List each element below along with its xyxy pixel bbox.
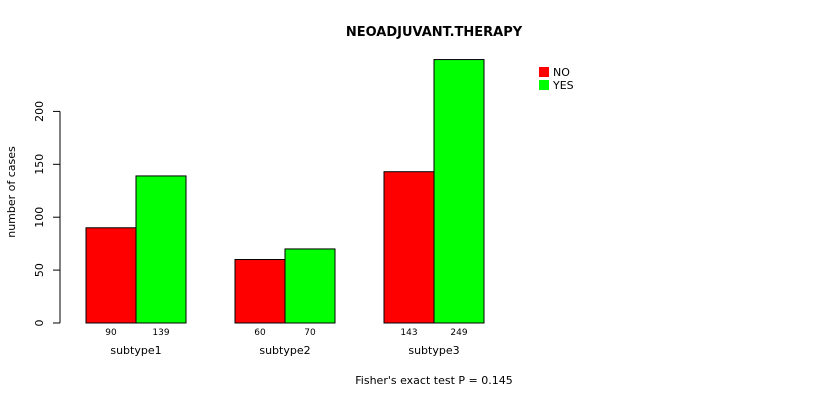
bar-group-subtype2: 60 70 subtype2: [234, 248, 336, 357]
legend-label-no: NO: [553, 66, 570, 79]
bar-group-subtype3: 143 249 subtype3: [383, 59, 485, 357]
fisher-test-footnote: Fisher's exact test P = 0.145: [355, 374, 512, 387]
y-tick-label: 100: [33, 207, 46, 228]
bar-subtype1-yes: [135, 175, 187, 324]
y-axis: 0 50 100 150 200: [33, 101, 61, 327]
bar-subtype1-no: [85, 227, 137, 324]
bar-group-subtype1: 90 139 subtype1: [85, 175, 187, 357]
chart-title: NEOADJUVANT.THERAPY: [346, 25, 523, 40]
y-tick-label: 0: [33, 320, 46, 327]
y-axis-label: number of cases: [5, 146, 18, 238]
y-tick-label: 150: [33, 154, 46, 175]
y-tick-label: 200: [33, 101, 46, 122]
bar-value-label: 60: [254, 328, 266, 338]
bar-subtype2-yes: [284, 248, 336, 324]
legend-swatch-no: [539, 67, 549, 77]
bar-value-label: 139: [152, 328, 169, 338]
bar-series: 90 139 subtype1 60 70 subtype2 143 249 subtype3: [85, 59, 485, 357]
bar-value-label: 249: [450, 328, 467, 338]
bar-subtype3-no: [383, 171, 435, 324]
x-category-label: subtype1: [110, 344, 161, 357]
bar-value-label: 143: [400, 328, 417, 338]
y-tick-label: 50: [33, 263, 46, 277]
bar-subtype2-no: [234, 259, 286, 324]
legend-swatch-yes: [539, 80, 549, 90]
bar-subtype3-yes: [433, 59, 485, 324]
bar-value-label: 70: [304, 328, 316, 338]
bar-value-label: 90: [105, 328, 117, 338]
legend-label-yes: YES: [552, 79, 574, 92]
x-category-label: subtype2: [259, 344, 310, 357]
x-category-label: subtype3: [408, 344, 459, 357]
